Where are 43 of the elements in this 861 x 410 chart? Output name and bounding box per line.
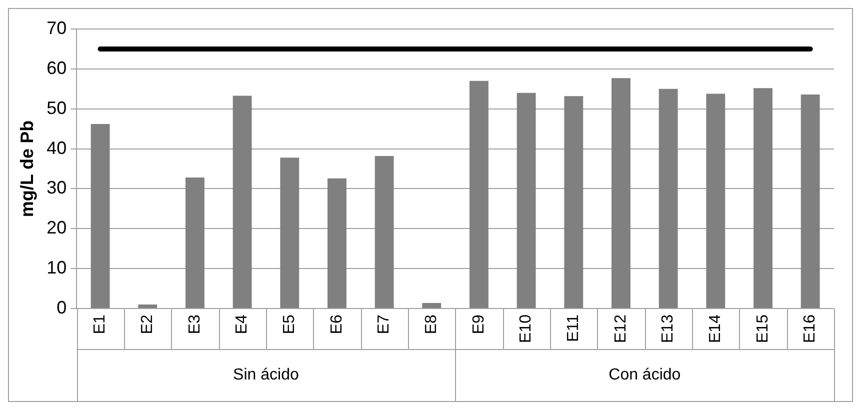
bar [90,124,110,308]
bar [185,178,204,308]
x-tick-label: E1 [92,314,109,334]
x-tick-label: E12 [612,314,630,343]
bar [422,302,442,308]
x-tick-label: E4 [234,314,251,334]
y-tick-label: 20 [46,218,67,238]
bar [470,80,488,308]
bar [374,156,394,308]
x-tick-label: E9 [470,314,488,334]
y-tick-label: 50 [46,98,67,118]
x-tick-label: E3 [186,314,204,334]
y-tick-label: 60 [46,58,67,78]
bar [232,96,252,308]
text: Sin ácido [233,366,299,384]
x-tick-label: E14 [707,314,724,343]
bar [658,88,678,308]
y-tick-label: 70 [46,18,67,38]
x-tick-label: E15 [754,314,772,343]
bar [280,158,300,308]
x-tick-label: E11 [565,314,582,342]
bar [138,304,158,308]
x-tick-label: E2 [139,314,156,334]
x-tick-label: E6 [328,314,346,334]
y-tick-label: 30 [46,178,67,198]
text: Con ácido [608,366,681,384]
bar [516,92,536,308]
bar [328,178,346,308]
y-tick-label: 10 [46,258,67,278]
x-tick-label: E13 [660,314,677,343]
bar [612,78,630,308]
x-tick-label: E10 [518,314,535,343]
y-tick-label: 40 [46,138,67,158]
y-axis-title: mg/L de Pb [16,120,37,218]
bar [564,96,584,308]
bar [800,94,820,308]
x-tick-label: E7 [376,314,393,334]
y-tick-label: 0 [56,298,67,318]
bar [706,94,726,308]
bar [754,88,772,308]
x-tick-label: E16 [802,314,819,343]
x-tick-label: E5 [281,314,298,334]
x-tick-label: E8 [423,314,440,334]
